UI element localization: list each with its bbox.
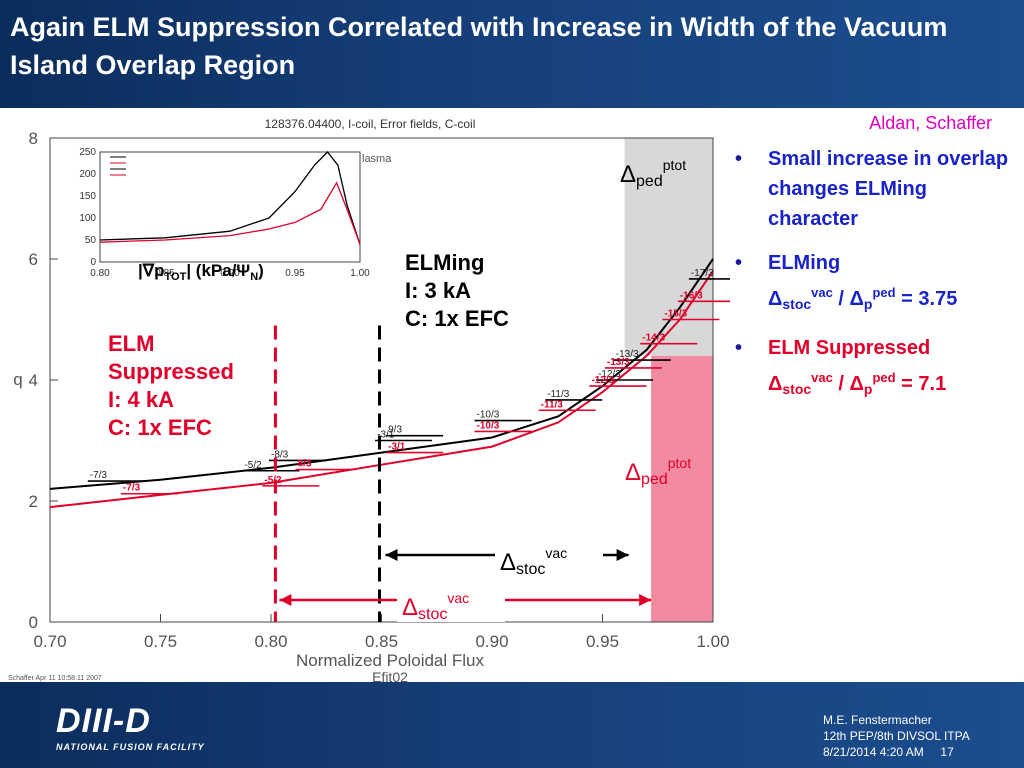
rational-surface-label-red: -10/3 bbox=[477, 420, 500, 431]
rational-surface-label-black: -3/1 bbox=[377, 430, 395, 441]
inset-y-tick-label: 250 bbox=[79, 147, 96, 158]
rational-surface-label-red: -12/3 bbox=[591, 375, 614, 386]
rational-surface-label-black: -11/3 bbox=[547, 389, 569, 400]
rational-surface-label-red: -15/3 bbox=[664, 309, 687, 320]
inset-pressure-gradient-chart: 0.80 0.85 0.90 0.95 1.00 0 50 100 150 200 250 |∇pTO… bbox=[62, 140, 370, 300]
bullet-3-text: ELM Suppressed bbox=[768, 337, 931, 359]
suppressed-annotation-line: I: 4 kA bbox=[108, 387, 174, 412]
bullet-list: • Small increase in overlap changes ELMi… bbox=[735, 144, 1020, 418]
bullet-1: • Small increase in overlap changes ELMi… bbox=[735, 144, 1020, 234]
rational-surface-label-black: -7/3 bbox=[90, 470, 108, 481]
elming-stoc-label-bg bbox=[495, 535, 603, 577]
rational-surface-label-red: -7/3 bbox=[123, 483, 141, 494]
rational-surface-label-black: -8/3 bbox=[271, 449, 289, 460]
inset-y-tick-label: 100 bbox=[79, 213, 96, 224]
bullet-2-ratio: Δstocvac / Δpped bbox=[768, 285, 896, 312]
rational-surface-label-red: -14/3 bbox=[642, 333, 665, 344]
inset-x-tick-label: 0.95 bbox=[285, 268, 305, 279]
bullet-dot: • bbox=[735, 252, 743, 274]
inset-frame bbox=[99, 151, 361, 263]
y-tick-label: 8 bbox=[29, 129, 38, 148]
bullet-3-ratio: Δstocvac / Δpped bbox=[768, 370, 896, 397]
x-tick-label: 0.80 bbox=[254, 632, 287, 651]
rational-surface-label-black: -17/3 bbox=[691, 268, 714, 279]
suppressed-annotation-line: C: 1x EFC bbox=[108, 415, 212, 440]
x-tick-label: 1.00 bbox=[696, 632, 729, 651]
page-number: 17 bbox=[940, 745, 954, 759]
x-tick-label: 0.85 bbox=[365, 632, 398, 651]
x-tick-label: 0.95 bbox=[586, 632, 619, 651]
suppressed-stoc-label-bg bbox=[397, 582, 505, 622]
rational-surface-label-red: -11/3 bbox=[541, 399, 564, 410]
elming-annotation-line: I: 3 kA bbox=[405, 278, 471, 303]
y-tick-label: 0 bbox=[29, 613, 38, 632]
q-profile-chart: 128376.04400, I-coil, Error fields, C-co… bbox=[8, 117, 730, 685]
rational-surface-label-black: -12/3 bbox=[598, 369, 621, 380]
chart-credit: Schaffer Apr 11 10:58:11 2007 bbox=[8, 675, 102, 682]
rational-surface-label-red: -13/3 bbox=[607, 357, 630, 368]
inset-x-tick-label: 0.85 bbox=[155, 268, 175, 279]
bullet-2-value: = 3.75 bbox=[901, 288, 958, 310]
rational-surface-label-red: -16/3 bbox=[680, 290, 703, 301]
suppressed-stoc-arrow-head-left bbox=[279, 594, 292, 606]
inset-background bbox=[62, 140, 362, 300]
bullet-3: • ELM Suppressed Δstocvac / Δpped = 7.1 bbox=[735, 333, 1020, 404]
logo-subtitle: NATIONAL FUSION FACILITY bbox=[56, 742, 205, 752]
bullet-2: • ELMing Δstocvac / Δpped = 3.75 bbox=[735, 248, 1020, 319]
elming-annotation-line: ELMing bbox=[405, 250, 484, 275]
authors: Aldan, Schaffer bbox=[869, 113, 992, 133]
y-axis-label: q bbox=[13, 370, 22, 389]
rational-surface-label-black: -10/3 bbox=[477, 410, 500, 421]
elming-stoc-arrow-head-left bbox=[385, 549, 398, 561]
q-profile-series-1 bbox=[49, 258, 714, 490]
footer-info: M.E. Fenstermacher 12th PEP/8th DIVSOL I… bbox=[823, 712, 970, 760]
inset-x-tick-label: 0.80 bbox=[90, 268, 110, 279]
inset-gradient-series-1 bbox=[99, 151, 361, 245]
rational-surface-label-black: -13/3 bbox=[616, 349, 639, 360]
rational-surface-label-red: 8/3 bbox=[298, 459, 312, 470]
inset-y-tick-label: 50 bbox=[85, 235, 97, 246]
suppressed-annotation-line: ELM bbox=[108, 331, 154, 356]
inset-x-tick-label: 0.90 bbox=[220, 268, 240, 279]
pedestal-band-ptot-pink bbox=[651, 355, 713, 622]
bullet-2-text: ELMing bbox=[768, 252, 841, 274]
x-tick-label: 0.75 bbox=[144, 632, 177, 651]
rational-surface-label-black: 9/3 bbox=[388, 425, 402, 436]
partial-legend-text: lasma bbox=[362, 153, 392, 165]
inset-gradient-series-2 bbox=[99, 181, 361, 245]
y-tick-label: 2 bbox=[29, 492, 38, 511]
footer-meeting: 12th PEP/8th DIVSOL ITPA bbox=[823, 729, 970, 743]
header-bar bbox=[0, 0, 1024, 108]
suppressed-annotation-line: Suppressed bbox=[108, 359, 234, 384]
bullet-3-value: = 7.1 bbox=[901, 373, 947, 395]
inset-x-tick-label: 1.00 bbox=[350, 268, 370, 279]
bullet-dot: • bbox=[735, 148, 743, 170]
inset-ylabel: |∇pTOT| (kPa/ΨN) bbox=[138, 261, 264, 283]
x-tick-label: 0.90 bbox=[475, 632, 508, 651]
y-tick-label: 4 bbox=[29, 371, 38, 390]
elming-stoc-arrow-head-right bbox=[616, 549, 629, 561]
rational-surface-label-red: -3/1 bbox=[388, 442, 406, 453]
inset-y-tick-label: 200 bbox=[79, 169, 96, 180]
x-axis-label: Normalized Poloidal Flux bbox=[296, 651, 485, 670]
y-tick-label: 6 bbox=[29, 250, 38, 269]
inset-y-tick-label: 0 bbox=[90, 257, 96, 268]
inset-y-tick-label: 150 bbox=[79, 191, 96, 202]
elming-annotation-line: C: 1x EFC bbox=[405, 306, 509, 331]
bullet-dot: • bbox=[735, 337, 743, 359]
footer-bar bbox=[0, 682, 1024, 768]
diii-d-logo: DIII-D bbox=[56, 702, 151, 740]
chart-title: 128376.04400, I-coil, Error fields, C-co… bbox=[265, 117, 476, 131]
q-profile-series-2 bbox=[49, 270, 714, 509]
bullet-1-text: Small increase in overlap changes ELMing… bbox=[768, 148, 1009, 230]
rational-surface-label-red: -5/2 bbox=[264, 475, 282, 486]
slide-title: Again ELM Suppression Correlated with In… bbox=[10, 12, 948, 80]
x-axis-label-2: Efit02 bbox=[372, 669, 408, 685]
suppressed-stoc-arrow-head-right bbox=[639, 594, 652, 606]
footer-author: M.E. Fenstermacher bbox=[823, 713, 932, 727]
x-tick-label: 0.70 bbox=[33, 632, 66, 651]
rational-surface-label-black: -5/2 bbox=[244, 460, 262, 471]
footer-date-page: 8/21/2014 4:20 AM 17 bbox=[823, 745, 954, 759]
